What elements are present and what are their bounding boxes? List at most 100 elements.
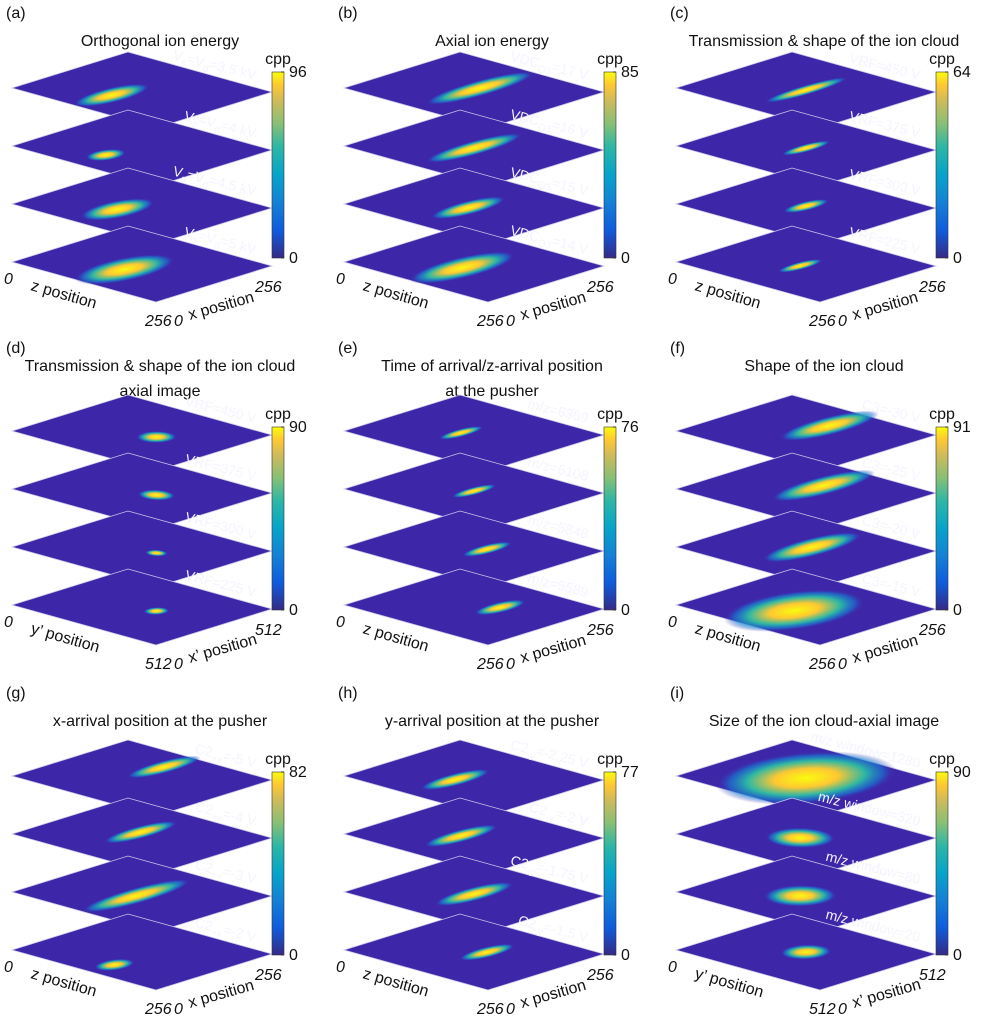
panel: (e) Time of arrival/z-arrival position at … xyxy=(336,340,639,673)
ion-cloud xyxy=(80,198,155,221)
slice xyxy=(676,511,936,587)
axis-label: x position xyxy=(518,289,588,324)
slice xyxy=(676,856,936,932)
slice xyxy=(676,450,944,529)
slice xyxy=(12,914,272,990)
subscript: -y xyxy=(525,865,536,878)
panel-title: Axial ion energy xyxy=(435,33,549,50)
panel-title: Shape of the ion cloud xyxy=(744,358,903,375)
label-part: C2 xyxy=(194,914,215,934)
colorbar-label: cpp xyxy=(929,751,955,768)
colorbar-label: cpp xyxy=(265,406,291,423)
axis-tick-label: 0 xyxy=(838,313,847,330)
label-part: C2 xyxy=(509,736,530,756)
panel-label: (e) xyxy=(338,340,358,357)
axis-tick-label: 0 xyxy=(838,656,847,673)
panel-label: (g) xyxy=(6,685,26,702)
slice xyxy=(344,453,604,529)
label-part: =V xyxy=(185,166,207,186)
colorbar-label: cpp xyxy=(597,751,623,768)
slice xyxy=(676,168,936,244)
subscript: Q3 xyxy=(536,122,552,136)
axis-tick-label: 0 xyxy=(506,313,515,330)
axis-tick-label: 256 xyxy=(476,656,504,673)
label-part: C2 xyxy=(194,798,215,818)
ion-cloud xyxy=(781,140,831,156)
label-part: VDC xyxy=(509,48,542,71)
slice xyxy=(12,798,272,874)
panel-label: (h) xyxy=(338,685,358,702)
panel-label: (f) xyxy=(670,340,685,357)
colorbar-tick-label: 0 xyxy=(621,947,630,964)
ion-cloud xyxy=(143,607,170,615)
slice xyxy=(344,798,604,874)
panel-title: Transmission & shape of the ion cloud xyxy=(689,33,960,50)
axis-tick-label: 256 xyxy=(144,1001,172,1018)
colorbar-label: cpp xyxy=(265,51,291,68)
panel-label: (a) xyxy=(6,5,26,22)
axis-label: x’ position xyxy=(850,976,923,1012)
panel-label: (d) xyxy=(6,340,26,357)
ion-cloud xyxy=(462,541,512,557)
label-part: =V xyxy=(197,227,219,247)
subscript: d xyxy=(213,124,221,136)
subscript: s xyxy=(191,235,199,247)
colorbar xyxy=(935,426,949,611)
axis-label: x position xyxy=(186,977,256,1012)
panel-label: (c) xyxy=(670,5,689,22)
ion-cloud xyxy=(764,77,848,103)
axis-tick-label: 256 xyxy=(918,622,946,639)
colorbar-tick-label: 91 xyxy=(953,419,971,436)
label-part: C2 xyxy=(528,799,549,819)
colorbar-tick-label: 76 xyxy=(621,419,639,436)
colorbar-label: cpp xyxy=(597,51,623,68)
slice xyxy=(676,52,936,128)
ion-cloud xyxy=(424,824,498,848)
panel: (h)y-arrival position at the pusherC2-y=… xyxy=(336,685,639,1018)
label-part: VDC xyxy=(509,222,542,245)
panel: (d)Transmission & shape of the ion cloud… xyxy=(4,340,307,673)
axis-tick-label: 0 xyxy=(838,1001,847,1018)
colorbar-label: cpp xyxy=(929,406,955,423)
axis-tick-label: 0 xyxy=(336,271,345,288)
panel-title: at the pusher xyxy=(445,383,539,400)
slice xyxy=(342,226,604,303)
ion-cloud xyxy=(763,885,837,907)
axis-tick-label: 256 xyxy=(808,656,836,673)
panel-title: Orthogonal ion energy xyxy=(81,33,239,50)
slice xyxy=(344,52,604,128)
axis-tick-label: 0 xyxy=(4,271,13,288)
slice xyxy=(676,110,936,186)
label-part: =V xyxy=(185,50,207,70)
slice xyxy=(12,168,272,244)
colorbar xyxy=(603,771,617,956)
axis-label: x position xyxy=(186,289,256,324)
slice xyxy=(676,798,936,874)
axis-tick-label: 0 xyxy=(336,959,345,976)
axis-label: x position xyxy=(518,632,588,667)
slice xyxy=(12,569,272,645)
slice xyxy=(676,391,948,471)
panel: (g)x-arrival position at the pusherC2+x=… xyxy=(4,685,307,1018)
slice-plane xyxy=(12,511,272,587)
ion-cloud xyxy=(762,532,862,563)
slice xyxy=(12,511,272,587)
slice xyxy=(344,856,604,932)
panel: (i)Size of the ion cloud-axial imagem/z … xyxy=(668,685,971,1018)
colorbar-tick-label: 96 xyxy=(289,64,307,81)
axis-tick-label: 0 xyxy=(174,1001,183,1018)
axis-tick-label: 0 xyxy=(174,313,183,330)
colorbar-tick-label: 64 xyxy=(953,64,971,81)
axis-label: x position xyxy=(850,632,920,667)
colorbar-tick-label: 0 xyxy=(289,250,298,267)
panel-title: x-arrival position at the pusher xyxy=(53,713,268,730)
axis-tick-label: 512 xyxy=(809,1001,836,1018)
subscript: s xyxy=(191,119,199,131)
label-part: C2 xyxy=(517,912,538,932)
panel-title: Transmission & shape of the ion cloud xyxy=(25,358,296,375)
subscript: +x xyxy=(210,927,223,940)
subscript: Q3 xyxy=(536,238,552,252)
subscript: -y xyxy=(533,925,544,938)
